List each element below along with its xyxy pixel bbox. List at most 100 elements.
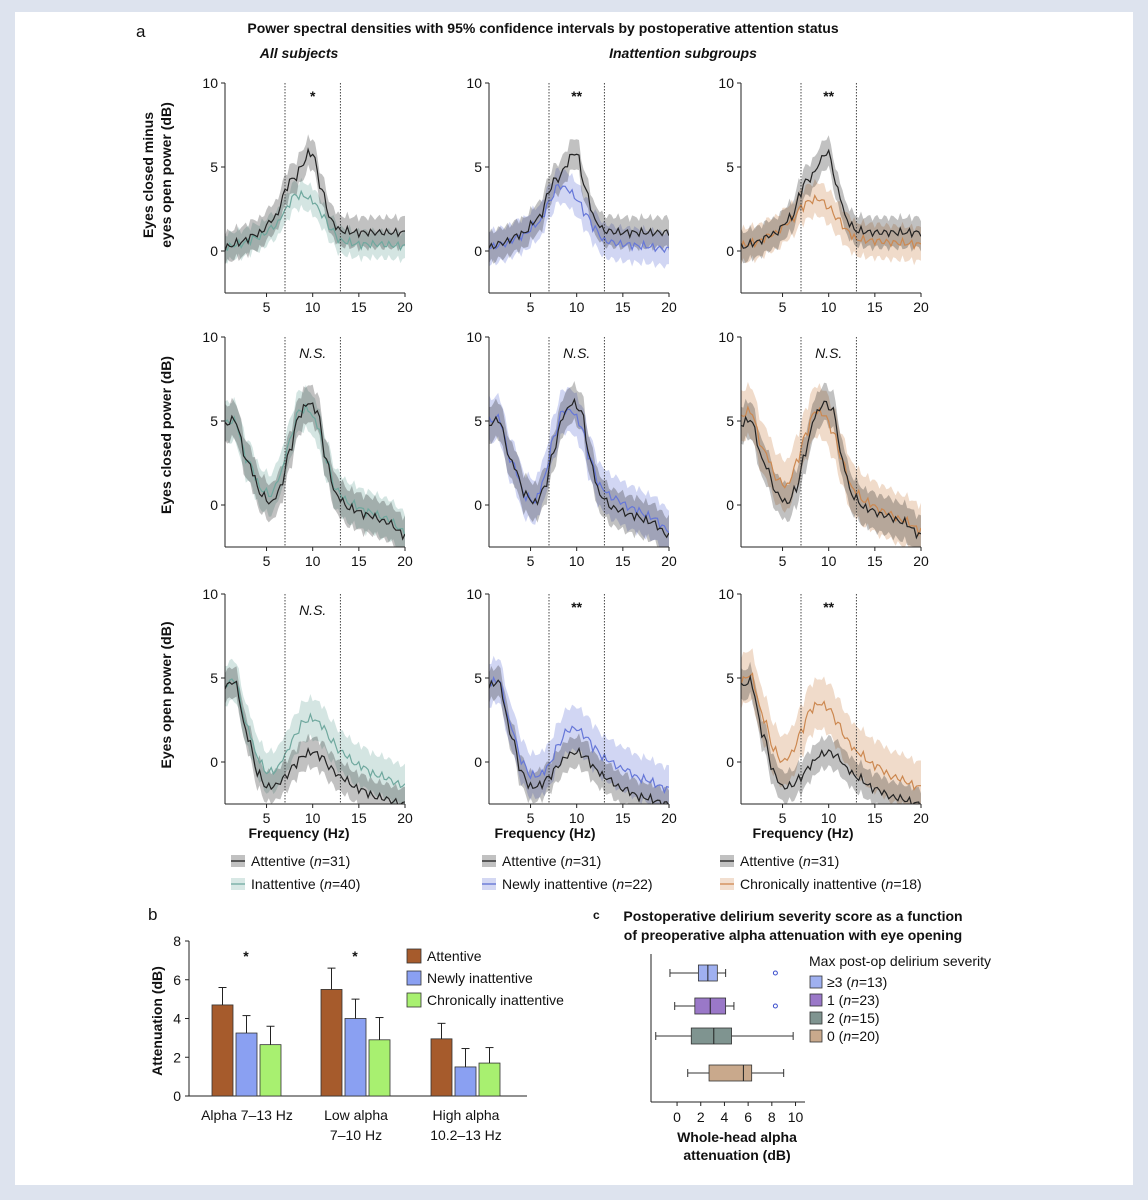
legend-item-b-2: Newly inattentive bbox=[406, 970, 533, 986]
box-1 bbox=[669, 964, 778, 982]
bar-group-3: High alpha 10.2–13 Hz bbox=[430, 1022, 502, 1143]
y-tick-label: 5 bbox=[210, 413, 218, 429]
legend-label: 2 (n=15) bbox=[827, 1010, 880, 1026]
panel-b-bar-chart: Attenuation (dB) 0 2 4 6 8 * Alpha 7–13 Hz * Low … bbox=[149, 933, 564, 1143]
panel-c-title-line1: Postoperative delirium severity score as… bbox=[623, 908, 962, 924]
box-3 bbox=[655, 1027, 794, 1045]
col-header-inattention-subgroups: Inattention subgroups bbox=[609, 45, 757, 61]
y-tick-label: 4 bbox=[173, 1011, 181, 1027]
legend-label: Newly inattentive (n=22) bbox=[502, 876, 653, 892]
x-tick-label: 15 bbox=[615, 553, 631, 569]
plot-r3-c3: 0 5 10 5 10 15 20 ** bbox=[718, 586, 929, 826]
legend-label: Chronically inattentive (n=18) bbox=[740, 876, 922, 892]
y-tick-label: 10 bbox=[466, 586, 482, 602]
legend-item-c-2: 1 (n=23) bbox=[809, 992, 880, 1008]
y-tick-label: 5 bbox=[210, 670, 218, 686]
x-tick-label: 20 bbox=[913, 810, 929, 826]
bar bbox=[478, 1062, 501, 1097]
row1-ylabel: Eyes closed minus eyes open power (dB) bbox=[140, 102, 174, 247]
series-line-attentive bbox=[489, 679, 669, 804]
y-tick-label: 5 bbox=[210, 159, 218, 175]
x-tick-label: 20 bbox=[913, 553, 929, 569]
x-tick-label: 10 bbox=[305, 299, 321, 315]
y-tick-label: 0 bbox=[726, 243, 734, 259]
bar bbox=[430, 1038, 453, 1097]
legend-swatch bbox=[406, 948, 422, 964]
significance-marker: * bbox=[243, 948, 249, 964]
x-tick-label: 20 bbox=[397, 299, 413, 315]
plot-r1-c3: 0 5 10 5 10 15 20 ** bbox=[718, 75, 929, 315]
plot-r2-c3: 0 5 10 5 10 15 20 N.S. bbox=[718, 329, 929, 569]
x-tick-label: 5 bbox=[779, 299, 787, 315]
legend-item-c-4: 0 (n=20) bbox=[809, 1028, 880, 1044]
y-tick-label: 0 bbox=[474, 497, 482, 513]
x-tick-label: 15 bbox=[351, 810, 367, 826]
legend-item-col1-1: Attentive (n=31) bbox=[231, 853, 350, 869]
legend-item-c-3: 2 (n=15) bbox=[809, 1010, 880, 1026]
bar bbox=[320, 989, 343, 1097]
xlabel-col3: Frequency (Hz) bbox=[752, 825, 853, 841]
ci-band-chronic bbox=[741, 648, 921, 804]
y-tick-label: 8 bbox=[173, 933, 181, 949]
box bbox=[690, 1027, 732, 1045]
bar bbox=[235, 1032, 258, 1097]
series-line-attentive bbox=[225, 402, 405, 541]
y-tick-label: 6 bbox=[173, 972, 181, 988]
y-tick-label: 0 bbox=[210, 754, 218, 770]
series-line-attentive bbox=[741, 400, 921, 540]
ci-band-attentive bbox=[741, 382, 921, 547]
x-tick-label: 10 bbox=[305, 553, 321, 569]
series-line-attentive bbox=[489, 397, 669, 539]
ci-band-newly bbox=[489, 167, 669, 269]
series-line-attentive bbox=[225, 147, 405, 252]
x-tick-label: 4 bbox=[721, 1109, 729, 1125]
significance-marker: N.S. bbox=[815, 345, 842, 361]
bar bbox=[368, 1039, 391, 1097]
panel-c-box-plot: 0 2 4 6 8 10 Whole-head alpha attenuation (dB) M… bbox=[650, 953, 991, 1163]
row1-ylabel-line1: Eyes closed minus bbox=[140, 112, 156, 238]
y-tick-label: 5 bbox=[474, 159, 482, 175]
significance-marker: N.S. bbox=[299, 345, 326, 361]
box bbox=[708, 1064, 753, 1082]
category-label: 7–10 Hz bbox=[330, 1127, 382, 1143]
y-tick-label: 10 bbox=[202, 75, 218, 91]
series-line-attentive bbox=[741, 148, 921, 249]
plot-r3-c1: 0 5 10 5 10 15 20 N.S. bbox=[202, 586, 413, 826]
figure-frame: a Power spectral densities with 95% conf… bbox=[15, 12, 1133, 1185]
x-tick-label: 10 bbox=[821, 299, 837, 315]
y-tick-label: 0 bbox=[474, 754, 482, 770]
legend-label: Inattentive (n=40) bbox=[251, 876, 360, 892]
legend-item-c-1: ≥3 (n=13) bbox=[809, 974, 887, 990]
panel-c-xlabel-line1: Whole-head alpha bbox=[677, 1129, 797, 1145]
plot-r3-c2: 0 5 10 5 10 15 20 ** bbox=[466, 586, 677, 826]
plot-r3-c1-area bbox=[225, 658, 405, 804]
legend-item-col3-2: Chronically inattentive (n=18) bbox=[720, 876, 922, 892]
x-tick-label: 20 bbox=[661, 553, 677, 569]
x-tick-label: 20 bbox=[913, 299, 929, 315]
legend-item-col2-2: Newly inattentive (n=22) bbox=[482, 876, 653, 892]
significance-marker: * bbox=[310, 88, 316, 104]
y-tick-label: 10 bbox=[466, 75, 482, 91]
legend-label: Attentive bbox=[427, 948, 482, 964]
y-tick-label: 0 bbox=[726, 497, 734, 513]
category-label: Alpha 7–13 Hz bbox=[201, 1107, 293, 1123]
x-tick-label: 20 bbox=[397, 810, 413, 826]
x-tick-label: 10 bbox=[305, 810, 321, 826]
y-tick-label: 10 bbox=[202, 329, 218, 345]
legend-label: 0 (n=20) bbox=[827, 1028, 880, 1044]
x-tick-label: 5 bbox=[527, 553, 535, 569]
plot-r2-c2-area bbox=[489, 381, 669, 547]
panel-a-legends: Attentive (n=31) Inattentive (n=40) Attent… bbox=[231, 853, 922, 892]
ci-band-attentive bbox=[225, 666, 405, 804]
significance-marker: ** bbox=[571, 599, 582, 615]
x-tick-label: 10 bbox=[788, 1109, 804, 1125]
x-tick-label: 5 bbox=[779, 553, 787, 569]
x-tick-label: 10 bbox=[569, 299, 585, 315]
row2-ylabel: Eyes closed power (dB) bbox=[158, 356, 174, 514]
legend-swatch bbox=[809, 993, 823, 1007]
y-tick-label: 10 bbox=[202, 586, 218, 602]
legend-label: Attentive (n=31) bbox=[251, 853, 350, 869]
x-tick-label: 0 bbox=[673, 1109, 681, 1125]
legend-swatch bbox=[406, 992, 422, 1008]
xlabel-col2: Frequency (Hz) bbox=[494, 825, 595, 841]
